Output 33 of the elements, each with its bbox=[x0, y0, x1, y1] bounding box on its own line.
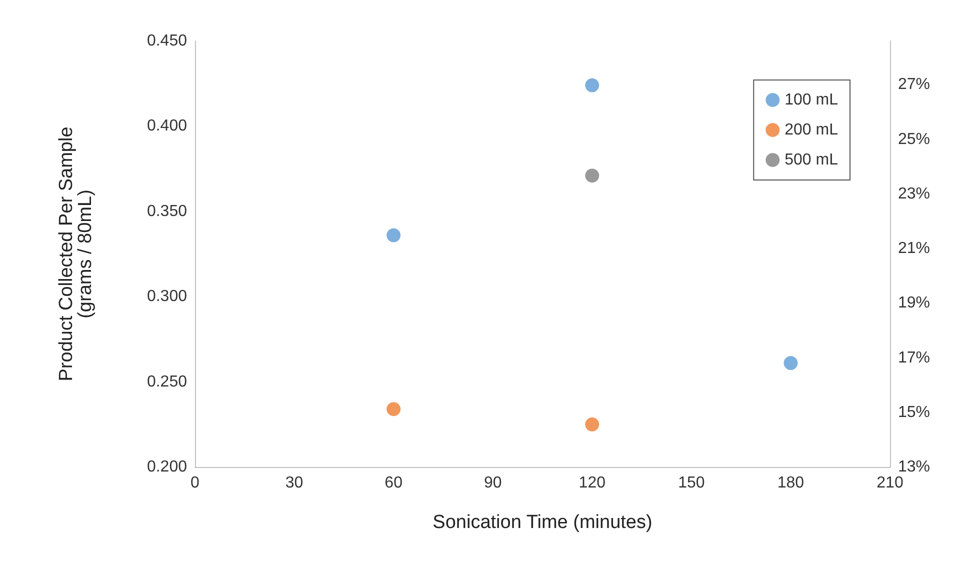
y2-tick-label: 23% bbox=[898, 185, 930, 202]
y-tick-label: 0.300 bbox=[146, 288, 188, 306]
x-tick-label: 60 bbox=[384, 474, 403, 492]
point bbox=[585, 168, 600, 183]
y-tick-label: 0.200 bbox=[146, 458, 188, 476]
y2-tick-label: 21% bbox=[898, 240, 930, 258]
legend-label: 100 mL bbox=[784, 92, 838, 108]
x-tick-label: 180 bbox=[777, 474, 804, 492]
y2-tick-label: 25% bbox=[898, 130, 930, 148]
x-axis-title: Sonication Time (minutes) bbox=[432, 512, 652, 533]
y-tick-label: 0.450 bbox=[146, 32, 188, 50]
y-tick-label: 0.350 bbox=[146, 202, 188, 220]
y2-tick-label: 19% bbox=[898, 294, 930, 312]
x-tick-label: 30 bbox=[285, 474, 304, 492]
y-axis-title: Product Collected Per Sample (grams / 80mL) bbox=[56, 126, 96, 382]
point bbox=[585, 417, 600, 432]
point bbox=[386, 402, 401, 416]
point bbox=[386, 228, 401, 242]
x-tick-label: 90 bbox=[484, 474, 502, 492]
y2-tick-label: 13% bbox=[898, 458, 930, 476]
y2-tick-label: 27% bbox=[898, 76, 930, 94]
x-tick-label: 150 bbox=[678, 474, 705, 492]
x-tick-label: 0 bbox=[190, 474, 200, 492]
x-tick-label: 210 bbox=[876, 474, 904, 492]
y2-tick-label: 17% bbox=[898, 349, 930, 366]
y-tick-label: 0.400 bbox=[146, 118, 188, 135]
legend-label: 200 mL bbox=[784, 122, 838, 138]
x-tick-label: 120 bbox=[578, 474, 606, 492]
legend-label: 500 mL bbox=[784, 152, 838, 168]
point bbox=[784, 356, 798, 370]
point bbox=[585, 78, 600, 92]
y2-tick-label: 15% bbox=[898, 404, 930, 421]
y-tick-label: 0.250 bbox=[146, 373, 188, 390]
